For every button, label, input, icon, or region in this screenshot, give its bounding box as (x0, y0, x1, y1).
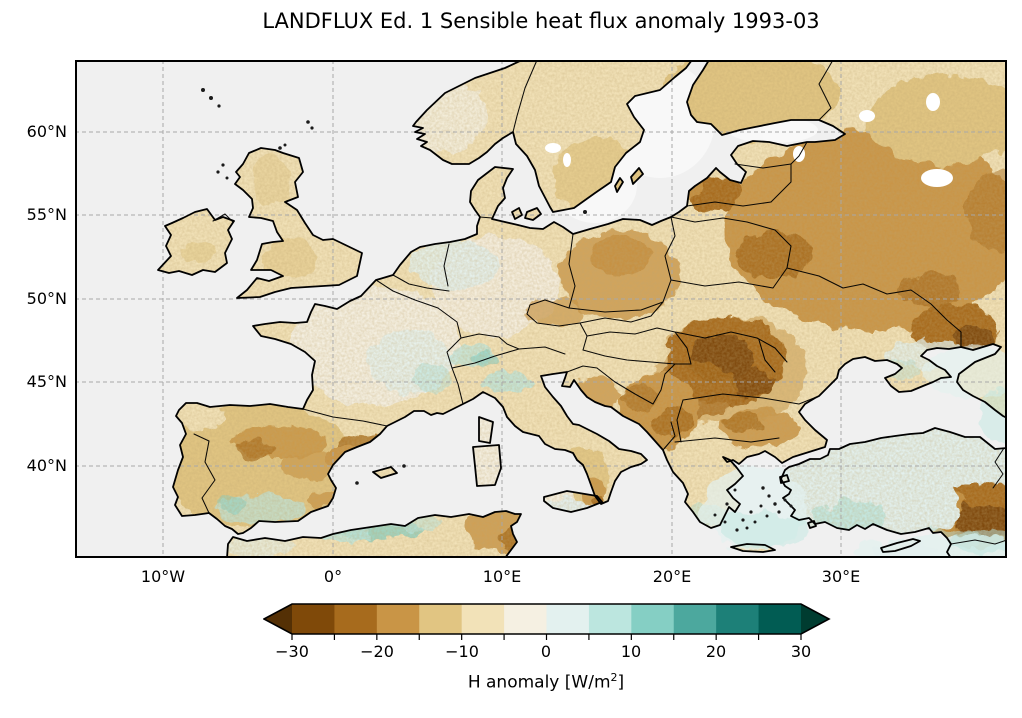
coastlines (157, 60, 1007, 558)
ytick-45N: 45°N (26, 372, 67, 391)
ytick-60N: 60°N (26, 122, 67, 141)
ytick-55N: 55°N (26, 205, 67, 224)
colorbar-segment (461, 604, 505, 634)
colorbar-segment (588, 604, 632, 634)
colorbar (263, 603, 831, 640)
xtick-10E: 10°E (482, 567, 522, 586)
cbtick-30: 30 (790, 642, 812, 661)
colorbar-segment (504, 604, 548, 634)
map-canvas (75, 60, 1007, 558)
ytick-40N: 40°N (26, 456, 67, 475)
colorbar-segment (546, 604, 590, 634)
cbtick-m20: −20 (360, 642, 394, 661)
cbtick-20: 20 (705, 642, 727, 661)
xtick-30E: 30°E (821, 567, 861, 586)
cbtick-m30: −30 (275, 642, 309, 661)
colorbar-label: H anomaly [W/m2] (467, 671, 625, 693)
colorbar-segment (631, 604, 675, 634)
cbtick-0: 0 (540, 642, 552, 661)
small-islands (201, 88, 793, 532)
colorbar-segment (376, 604, 420, 634)
colorbar-segment (758, 604, 802, 634)
figure-title: LANDFLUX Ed. 1 Sensible heat flux anomal… (262, 9, 820, 33)
colorbar-ticks (291, 634, 802, 640)
country-borders (193, 60, 1007, 545)
colorbar-under-arrow (264, 604, 292, 634)
colorbar-segments (292, 604, 802, 634)
xtick-20E: 20°E (652, 567, 692, 586)
ytick-50N: 50°N (26, 289, 67, 308)
colorbar-segment (334, 604, 378, 634)
colorbar-segment (292, 604, 336, 634)
plot-frame (75, 60, 1007, 558)
xtick-0: 0° (323, 567, 343, 586)
xtick-10W: 10°W (140, 567, 186, 586)
colorbar-segment (716, 604, 760, 634)
cbtick-10: 10 (620, 642, 642, 661)
lakes (545, 93, 953, 187)
colorbar-over-arrow (801, 604, 829, 634)
cbtick-m10: −10 (445, 642, 479, 661)
colorbar-segment (673, 604, 717, 634)
colorbar-segment (419, 604, 463, 634)
